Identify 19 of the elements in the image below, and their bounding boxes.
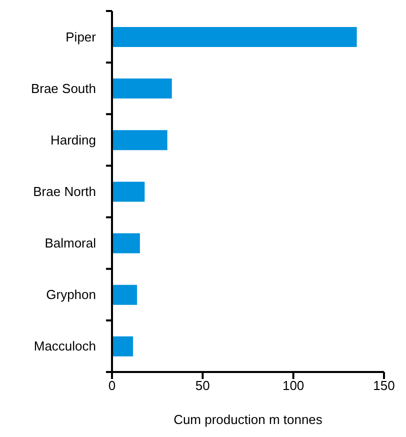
- bar: [112, 284, 138, 305]
- bar: [112, 182, 145, 202]
- bar: [112, 26, 357, 47]
- y-tick-label: Piper: [66, 29, 97, 44]
- y-tick-label: Brae North: [33, 184, 96, 199]
- y-tick-label: Balmoral: [44, 236, 96, 251]
- y-tick-label: Gryphon: [46, 287, 96, 302]
- x-tick-label: 50: [195, 378, 210, 394]
- bar: [112, 130, 168, 150]
- bar: [112, 336, 134, 356]
- x-tick-label: 100: [282, 378, 304, 394]
- y-tick-label: Macculoch: [34, 338, 96, 354]
- bar: [112, 78, 172, 99]
- x-axis-title: Cum production m tonnes: [174, 412, 323, 427]
- x-tick-label: 150: [373, 378, 395, 394]
- x-tick-label: 0: [108, 378, 116, 394]
- y-tick-label: Brae South: [30, 80, 96, 96]
- bar: [112, 233, 140, 254]
- y-tick-label: Harding: [50, 132, 96, 148]
